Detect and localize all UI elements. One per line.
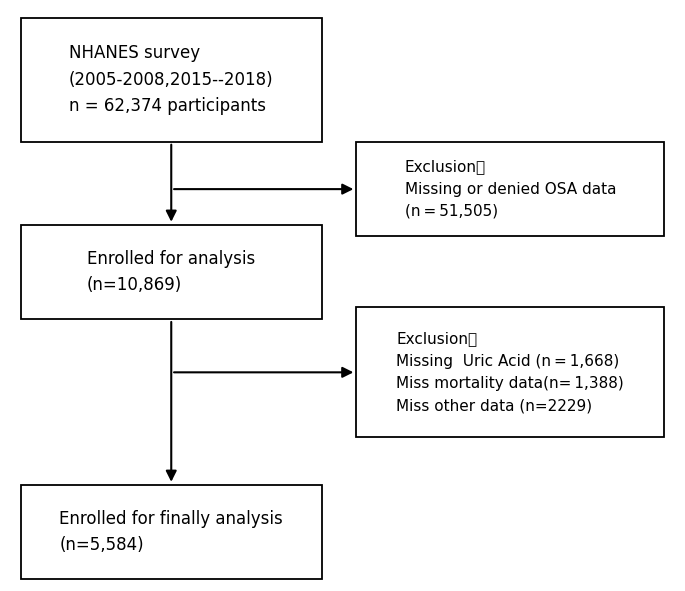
Text: Enrolled for finally analysis
(n=5,584): Enrolled for finally analysis (n=5,584) [60,509,283,554]
Text: Enrolled for analysis
(n=10,869): Enrolled for analysis (n=10,869) [87,249,256,294]
Text: Exclusion：
Missing  Uric Acid (n = 1,668)
Miss mortality data(n= 1,388)
Miss oth: Exclusion： Missing Uric Acid (n = 1,668)… [397,332,624,413]
Text: NHANES survey
(2005-2008,2015--2018)
n = 62,374 participants: NHANES survey (2005-2008,2015--2018) n =… [69,44,273,115]
FancyBboxPatch shape [21,485,322,579]
FancyBboxPatch shape [356,142,664,236]
Text: Exclusion：
Missing or denied OSA data
(n = 51,505): Exclusion： Missing or denied OSA data (n… [405,160,616,219]
FancyBboxPatch shape [21,225,322,319]
FancyBboxPatch shape [356,307,664,437]
FancyBboxPatch shape [21,18,322,142]
